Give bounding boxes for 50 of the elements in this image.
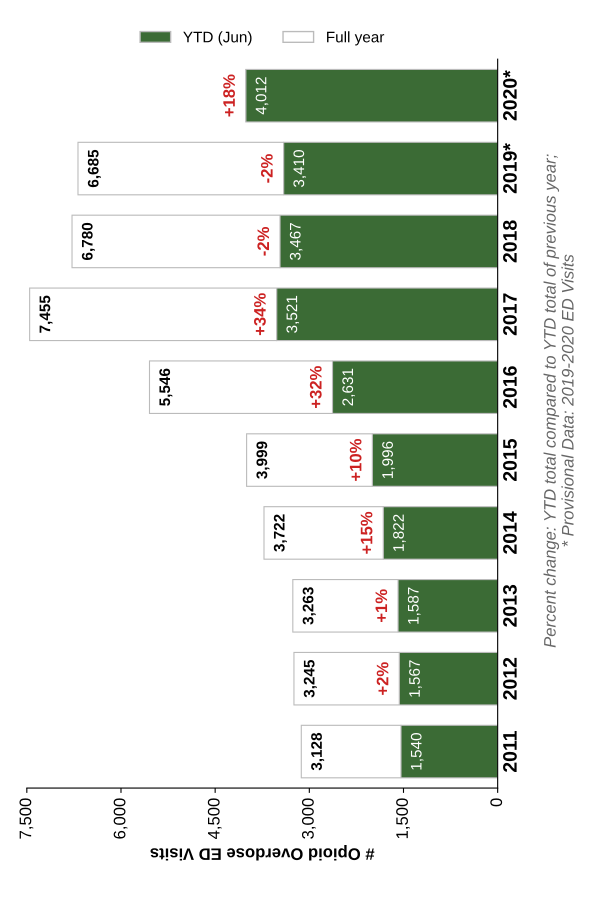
legend-label: Full year: [327, 31, 384, 46]
data-label: 4,012: [256, 77, 268, 114]
annotation: +2%: [376, 662, 388, 695]
y-tick-label: 2019*: [503, 143, 517, 194]
total-label: 3,245: [304, 660, 317, 698]
total-label: 3,128: [311, 732, 324, 770]
y-tick-label: 2013: [503, 584, 517, 627]
annotation: +18%: [223, 74, 235, 116]
data-label: 3,467: [290, 223, 302, 260]
total-label: 5,546: [159, 368, 172, 406]
total-label: 6,685: [88, 150, 101, 188]
annotation: +1%: [375, 589, 388, 622]
annotation: +32%: [310, 366, 322, 408]
x-tick-label: 3,000: [302, 798, 316, 839]
x-tick-label: 6,000: [114, 798, 128, 839]
text: * Provisional Data: 2019-2020 ED Visits: [561, 254, 574, 547]
legend-label: YTD (Jun): [183, 31, 252, 46]
annotation: +15%: [360, 512, 372, 554]
data-label: 2,631: [342, 368, 355, 406]
x-tick-label: 4,500: [208, 798, 222, 840]
x-tick-label: 0: [490, 798, 502, 806]
text: Percent change: YTD total compared to YTD total of previous year;: [544, 154, 560, 648]
total-label: 6,780: [82, 222, 95, 260]
data-label: 1,540: [410, 733, 424, 770]
x-tick-label: 7,500: [19, 798, 34, 839]
y-tick-label: 2018: [503, 220, 517, 262]
x-tick-label: 1,500: [396, 798, 410, 838]
annotation: +34%: [254, 293, 266, 336]
data-label: 3,410: [293, 150, 306, 188]
total-label: 3,263: [302, 587, 316, 625]
annotation: -2%: [257, 227, 270, 256]
x-axis-title: # Opioid Overdose ED Visits: [150, 844, 374, 861]
total-label: 3,722: [274, 514, 287, 552]
total-label: 7,455: [40, 296, 52, 333]
data-label: 3,521: [286, 296, 300, 333]
data-label: 1,822: [393, 514, 406, 551]
bar: [245, 68, 498, 122]
y-tick-label: 2020*: [503, 70, 517, 120]
y-tick-label: 2015: [503, 438, 517, 482]
data-label: 1,567: [409, 660, 422, 697]
total-label: 3,999: [256, 442, 270, 479]
annotation: -2%: [260, 154, 273, 183]
y-tick-label: 2017: [503, 294, 517, 336]
data-label: 1,587: [408, 587, 420, 624]
data-label: 1,996: [382, 442, 395, 478]
y-tick-label: 2011: [503, 731, 517, 772]
y-tick-label: 2012: [503, 658, 517, 700]
y-tick-label: 2016: [503, 366, 517, 408]
annotation: +10%: [350, 438, 362, 481]
y-tick-label: 2014: [503, 511, 517, 554]
